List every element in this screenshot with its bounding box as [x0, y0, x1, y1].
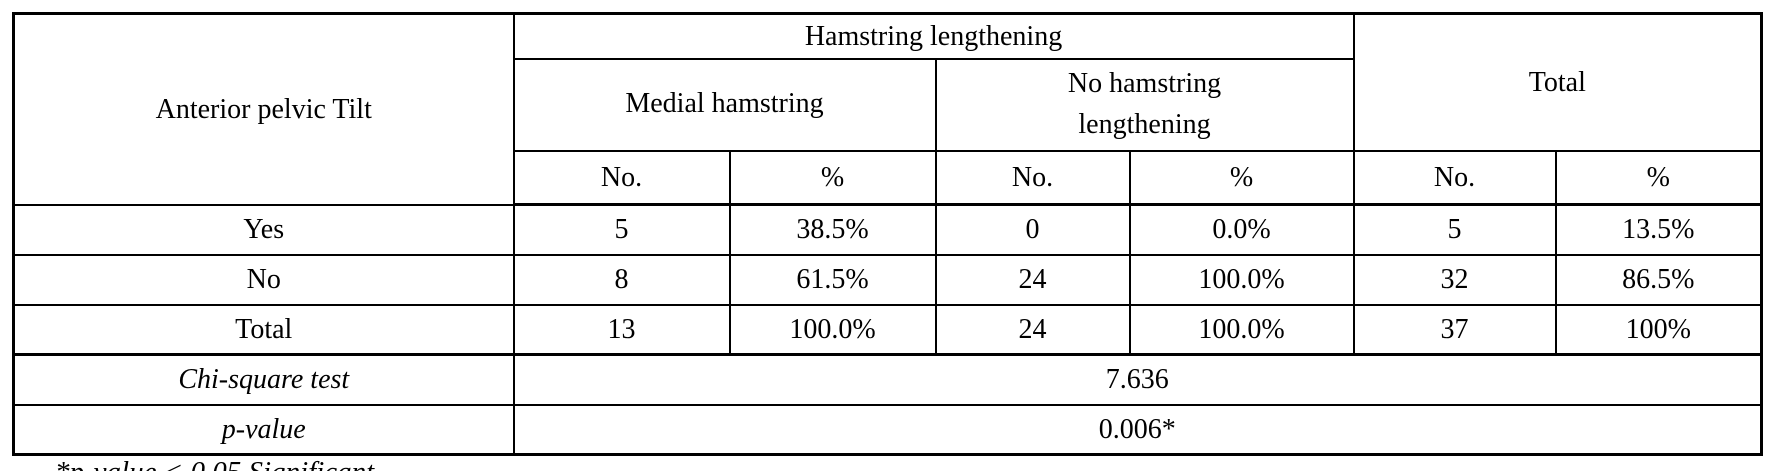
table-row-metric-header: No. % No. % No. % [14, 149, 1763, 206]
data-cell: 100.0% [1128, 303, 1355, 356]
data-cell: 0.0% [1128, 203, 1355, 256]
stat-value: 7.636 [512, 353, 1763, 406]
table-row-yes: Yes 5 38.5% 0 0.0% 5 13.5% [12, 203, 1763, 256]
stat-label: p-value [12, 403, 515, 456]
subheader-medial-hamstring: Medial hamstring [512, 57, 937, 152]
data-cell: 61.5% [728, 253, 937, 306]
metric-header-pct: % [1554, 149, 1763, 206]
data-cell: 24 [934, 253, 1131, 306]
table-row-sub-header: Medial hamstring No hamstring lengthenin… [14, 57, 1762, 152]
row-label: No [12, 253, 515, 306]
metric-header-pct: % [1128, 149, 1355, 206]
row-label: Total [12, 303, 515, 356]
data-cell: 5 [512, 203, 731, 256]
data-cell: 0 [934, 203, 1131, 256]
data-cell: 100% [1554, 303, 1763, 356]
data-cell: 13 [512, 303, 731, 356]
table-row-p-value: p-value 0.006* [12, 403, 1763, 456]
data-cell: 37 [1352, 303, 1557, 356]
table-row-total: Total 13 100.0% 24 100.0% 37 100% [12, 303, 1763, 356]
data-cell: 32 [1352, 253, 1557, 306]
data-cell: 86.5% [1554, 253, 1763, 306]
stat-value: 0.006* [512, 403, 1763, 456]
subheader-no-lengthening-label: No hamstring lengthening [1067, 67, 1222, 140]
metric-header-no: No. [1352, 149, 1557, 206]
data-cell: 5 [1352, 203, 1557, 256]
row-label: Yes [12, 203, 515, 256]
group-header-hamstring: Hamstring lengthening [512, 12, 1355, 60]
data-cell: 24 [934, 303, 1131, 356]
corner-header: Anterior pelvic Tilt [12, 12, 515, 206]
significance-footnote: *p-value < 0.05 Significant [55, 456, 374, 471]
data-cell: 100.0% [1128, 253, 1355, 306]
metric-header-pct: % [728, 149, 937, 206]
table-row-chi-square: Chi-square test 7.636 [12, 353, 1763, 406]
metric-header-no: No. [934, 149, 1131, 206]
data-cell: 100.0% [728, 303, 937, 356]
table-row-no: No 8 61.5% 24 100.0% 32 86.5% [12, 253, 1763, 306]
metric-header-no: No. [512, 149, 731, 206]
statistics-table: Anterior pelvic Tilt Hamstring lengtheni… [12, 12, 1764, 456]
subheader-medial-label: Medial hamstring [625, 88, 824, 120]
stat-label: Chi-square test [12, 353, 515, 406]
data-cell: 8 [512, 253, 731, 306]
data-cell: 13.5% [1554, 203, 1763, 256]
group-header-total: Total [1352, 12, 1763, 152]
table-row-group-header: Anterior pelvic Tilt Hamstring lengtheni… [12, 12, 1763, 206]
data-cell: 38.5% [728, 203, 937, 256]
subheader-no-hamstring-lengthening: No hamstring lengthening [934, 57, 1355, 152]
